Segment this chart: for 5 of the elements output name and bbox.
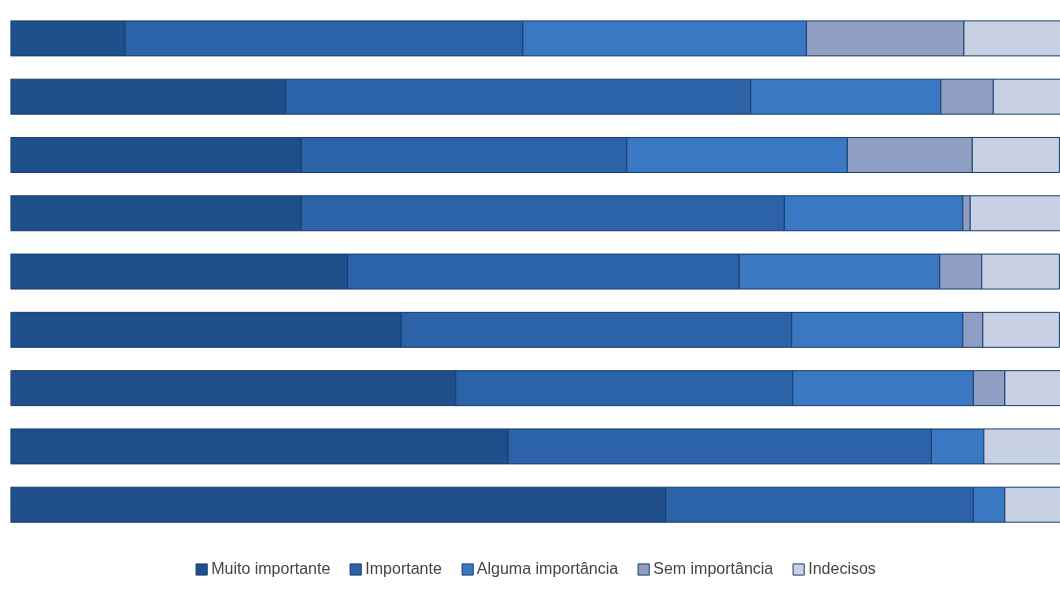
legend-label: Alguma importância [476,560,619,578]
legend-label: Sem importância [653,560,774,578]
legend-label: Muito importante [211,560,331,578]
legend-label: Importante [365,560,442,578]
legend-label: Indecisos [808,560,876,578]
